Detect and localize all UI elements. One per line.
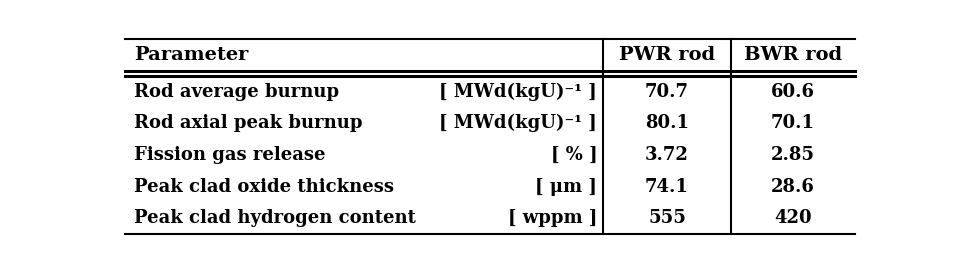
Text: Rod average burnup: Rod average burnup <box>133 83 339 101</box>
Text: PWR rod: PWR rod <box>618 46 715 64</box>
Text: 80.1: 80.1 <box>644 114 688 132</box>
Text: 70.7: 70.7 <box>644 83 688 101</box>
Text: [ wppm ]: [ wppm ] <box>507 209 597 227</box>
Text: [ μm ]: [ μm ] <box>535 178 597 195</box>
Text: Peak clad oxide thickness: Peak clad oxide thickness <box>133 178 394 195</box>
Text: Fission gas release: Fission gas release <box>133 146 325 164</box>
Text: 28.6: 28.6 <box>770 178 814 195</box>
Text: 60.6: 60.6 <box>770 83 814 101</box>
Text: 2.85: 2.85 <box>770 146 814 164</box>
Text: [ MWd(kgU)⁻¹ ]: [ MWd(kgU)⁻¹ ] <box>439 114 597 132</box>
Text: Parameter: Parameter <box>133 46 248 64</box>
Text: Peak clad hydrogen content: Peak clad hydrogen content <box>133 209 416 227</box>
Text: 3.72: 3.72 <box>644 146 688 164</box>
Text: 70.1: 70.1 <box>770 114 814 132</box>
Text: Rod axial peak burnup: Rod axial peak burnup <box>133 114 362 132</box>
Text: 420: 420 <box>773 209 811 227</box>
Text: 555: 555 <box>647 209 685 227</box>
Text: 74.1: 74.1 <box>644 178 688 195</box>
Text: [ % ]: [ % ] <box>550 146 597 164</box>
Text: BWR rod: BWR rod <box>743 46 841 64</box>
Text: [ MWd(kgU)⁻¹ ]: [ MWd(kgU)⁻¹ ] <box>439 82 597 101</box>
